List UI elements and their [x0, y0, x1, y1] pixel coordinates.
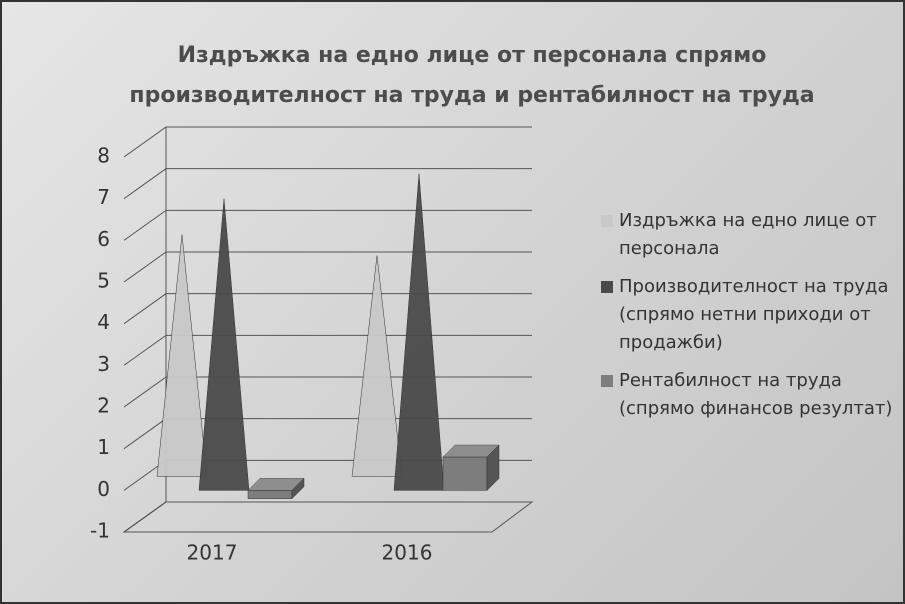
- legend-label: Производителност на труда (спрямо нетни …: [619, 276, 889, 353]
- pyramid: [393, 173, 445, 491]
- legend-item: Рентабилност на труда (спрямо финансов р…: [597, 367, 902, 423]
- pyramid: [198, 198, 250, 491]
- y-tick-label: -1: [90, 519, 110, 543]
- y-tick-label: 6: [97, 227, 110, 251]
- pyramid: [351, 255, 403, 477]
- grid-line: [123, 501, 532, 533]
- x-tick-label: 2016: [382, 541, 433, 565]
- y-tick-label: 7: [97, 185, 110, 209]
- legend-swatch: [601, 375, 613, 387]
- grid-line: [123, 168, 532, 200]
- grid-line: [123, 126, 532, 158]
- x-tick-label: 2017: [187, 541, 238, 565]
- legend-swatch: [601, 215, 613, 227]
- chart-title: Издръжка на едно лице от персонала спрям…: [129, 43, 815, 108]
- y-tick-label: 4: [97, 310, 110, 334]
- legend: Издръжка на едно лице от персонала Произв…: [597, 207, 902, 433]
- legend-label: Рентабилност на труда (спрямо финансов р…: [619, 370, 893, 419]
- y-tick-label: 0: [97, 477, 110, 501]
- pyramid: [156, 234, 208, 477]
- bar: [247, 490, 293, 499]
- y-tick-label: 1: [97, 435, 110, 459]
- y-tick-label: 5: [97, 269, 110, 293]
- legend-item: Издръжка на едно лице от персонала: [597, 207, 902, 263]
- legend-swatch: [601, 281, 613, 293]
- legend-label: Издръжка на едно лице от персонала: [619, 210, 877, 259]
- y-tick-label: 2: [97, 394, 110, 418]
- bar: [442, 456, 488, 491]
- bar-side: [291, 477, 305, 500]
- y-tick-label: 8: [97, 144, 110, 168]
- floor: [122, 501, 534, 533]
- y-tick-label: 3: [97, 352, 110, 376]
- grid-line: [123, 209, 532, 241]
- legend-item: Производителност на труда (спрямо нетни …: [597, 273, 902, 357]
- bar-side: [486, 444, 500, 491]
